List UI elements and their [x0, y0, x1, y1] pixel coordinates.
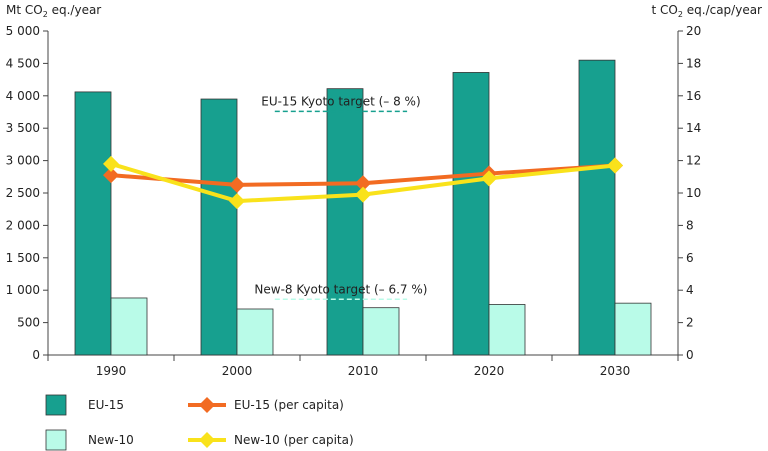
- marker-new-10-per-capita: [229, 193, 245, 210]
- right-tick-label: 16: [686, 89, 701, 103]
- legend-swatch: [45, 394, 67, 416]
- marker-new-10-per-capita: [103, 155, 119, 172]
- bar-eu-15: [326, 88, 364, 356]
- marker-eu-15-per-capita: [229, 176, 245, 193]
- left-axis-title: Mt CO2 eq./year: [6, 3, 101, 19]
- right-tick-label: 14: [686, 121, 701, 135]
- legend-label: EU-15 (per capita): [234, 398, 344, 412]
- legend-label: New-10 (per capita): [234, 433, 354, 447]
- bar-eu-15: [74, 91, 112, 356]
- bar-new-10: [488, 304, 526, 356]
- left-tick-label: 3 000: [6, 154, 40, 168]
- right-tick-label: 6: [686, 251, 694, 265]
- x-tick-label: 2020: [474, 364, 505, 378]
- left-tick-label: 1 500: [6, 251, 40, 265]
- legend-marker: [199, 397, 215, 413]
- x-tick-label: 1990: [96, 364, 127, 378]
- kyoto-targets: EU-15 Kyoto target (– 8 %) New-8 Kyoto ta…: [254, 94, 427, 301]
- left-tick-label: 2 000: [6, 218, 40, 232]
- right-tick-label: 10: [686, 186, 701, 200]
- right-tick-label: 12: [686, 154, 701, 168]
- x-tick-label: 2010: [348, 364, 379, 378]
- right-tick-label: 20: [686, 24, 701, 38]
- left-tick-label: 2 500: [6, 186, 40, 200]
- axes: 0 500 1 000 1 500 2 000 2 500 3 000 3 500 4 000 4…: [6, 24, 702, 378]
- right-tick-label: 8: [686, 218, 694, 232]
- left-tick-label: 0: [32, 348, 40, 362]
- left-tick-label: 1 000: [6, 283, 40, 297]
- legend-label: New-10: [88, 433, 134, 447]
- left-tick-label: 4 500: [6, 56, 40, 70]
- x-tick-label: 2000: [222, 364, 253, 378]
- marker-eu-15-per-capita: [355, 175, 371, 192]
- marker-new-10-per-capita: [481, 170, 497, 187]
- right-tick-label: 4: [686, 283, 694, 297]
- left-tick-label: 4 000: [6, 89, 40, 103]
- x-tick-label: 2030: [600, 364, 631, 378]
- per-capita-lines: [103, 155, 623, 210]
- right-tick-label: 2: [686, 316, 694, 330]
- left-tick-label: 500: [17, 316, 40, 330]
- legend-marker: [199, 432, 215, 448]
- marker-new-10-per-capita: [355, 186, 371, 203]
- bar-eu-15: [200, 98, 238, 356]
- bar-new-10: [110, 297, 148, 356]
- bar-eu-15: [578, 59, 616, 356]
- right-axis-title: t CO2 eq./cap/year: [652, 3, 763, 19]
- bar-eu-15: [452, 72, 490, 356]
- legend-label: EU-15: [88, 398, 124, 412]
- bar-new-10: [362, 307, 400, 356]
- legend: EU-15 EU-15 (per capita) New-10 New-10 (per…: [45, 394, 354, 451]
- bar-new-10: [236, 308, 274, 356]
- bar-new-10: [614, 302, 652, 356]
- kyoto-target-label: New-8 Kyoto target (– 6.7 %): [254, 282, 427, 296]
- left-tick-label: 5 000: [6, 24, 40, 38]
- right-tick-label: 18: [686, 56, 701, 70]
- kyoto-target-label: EU-15 Kyoto target (– 8 %): [261, 94, 420, 108]
- bars: [74, 59, 652, 356]
- left-tick-label: 3 500: [6, 121, 40, 135]
- legend-swatch: [45, 429, 67, 451]
- marker-eu-15-per-capita: [103, 167, 119, 184]
- marker-new-10-per-capita: [607, 157, 623, 174]
- right-tick-label: 0: [686, 348, 694, 362]
